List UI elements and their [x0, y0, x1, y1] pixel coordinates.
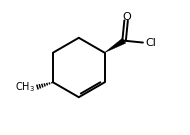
Text: CH$_3$: CH$_3$	[15, 80, 35, 94]
Text: Cl: Cl	[146, 38, 157, 48]
Text: O: O	[122, 12, 131, 22]
Polygon shape	[105, 38, 126, 53]
